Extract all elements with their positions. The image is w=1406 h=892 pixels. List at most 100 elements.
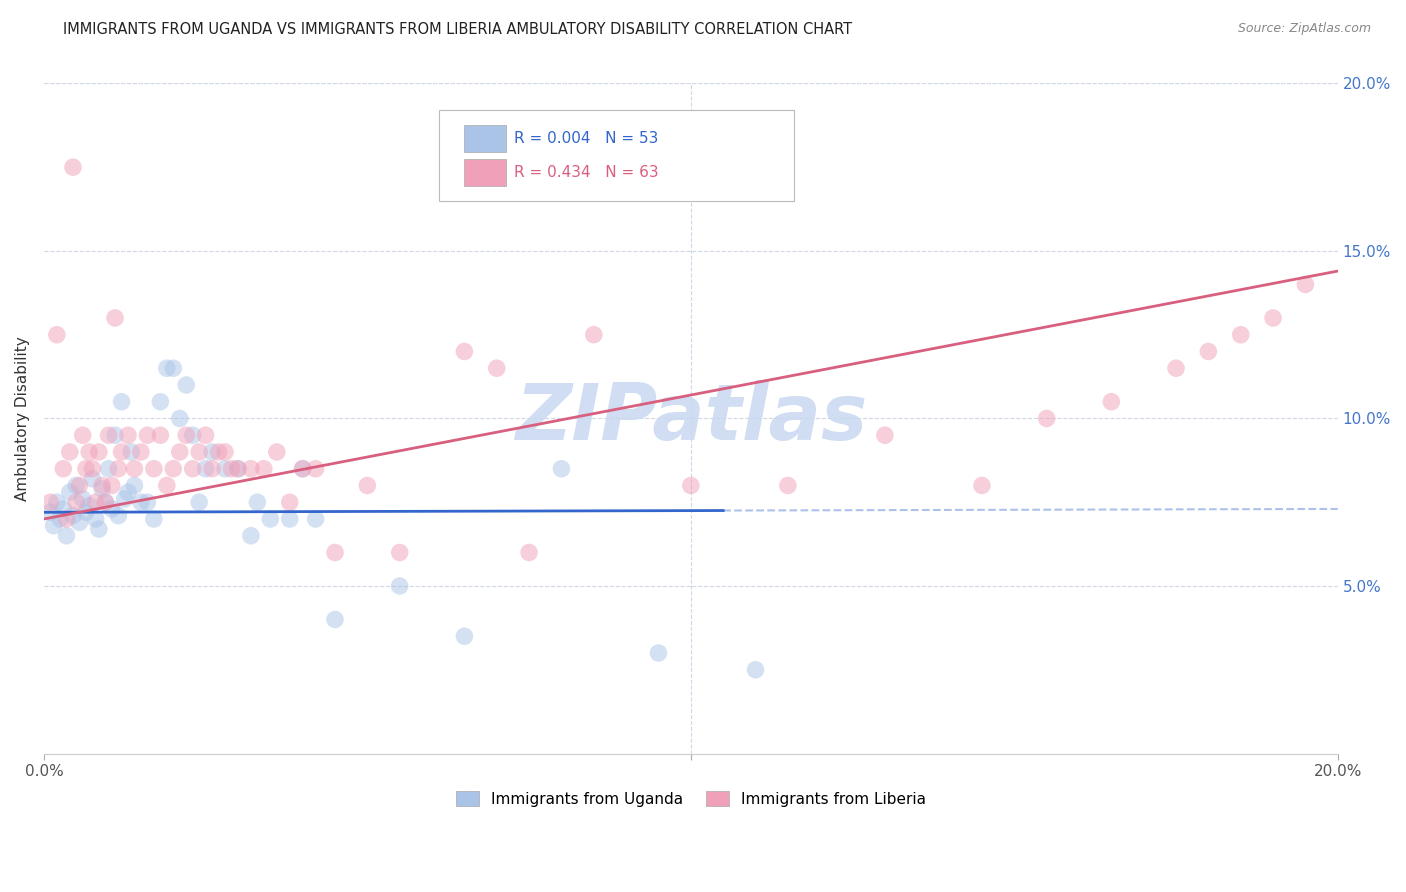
Point (142, 512, 165, 526)
Point (188, 445, 211, 459)
Point (65, 495, 87, 509)
Point (266, 445, 288, 459)
Point (84, 495, 107, 509)
Point (52, 502, 75, 516)
Point (120, 445, 142, 459)
Point (304, 512, 326, 526)
Point (69, 478, 91, 492)
FancyBboxPatch shape (464, 125, 506, 152)
Point (75, 505, 97, 519)
Point (142, 461, 165, 475)
Point (39, 505, 62, 519)
Point (124, 478, 146, 492)
Point (278, 495, 301, 509)
Point (194, 428, 217, 442)
Point (117, 485, 139, 500)
Point (169, 445, 191, 459)
Point (114, 491, 136, 506)
Text: Source: ZipAtlas.com: Source: ZipAtlas.com (1237, 22, 1371, 36)
Point (77, 445, 100, 459)
Point (1197, 344, 1219, 359)
Point (82, 472, 104, 486)
Text: R = 0.434   N = 63: R = 0.434 N = 63 (513, 165, 658, 180)
Point (49, 512, 72, 526)
Point (156, 478, 179, 492)
Point (169, 411, 191, 425)
Point (1261, 310, 1284, 325)
Point (45, 327, 67, 342)
Point (388, 579, 411, 593)
Point (149, 394, 172, 409)
Y-axis label: Ambulatory Disability: Ambulatory Disability (15, 336, 30, 500)
Point (239, 529, 262, 543)
Point (226, 461, 249, 475)
Point (278, 512, 301, 526)
FancyBboxPatch shape (439, 111, 794, 201)
Point (156, 361, 179, 376)
Point (107, 461, 129, 475)
Point (174, 428, 197, 442)
Point (136, 495, 159, 509)
Point (214, 445, 236, 459)
Point (59, 485, 82, 500)
Point (485, 361, 508, 376)
Point (291, 461, 314, 475)
Point (453, 344, 475, 359)
Point (62, 508, 84, 523)
Point (77, 499, 100, 513)
Point (75, 461, 97, 475)
Point (1099, 394, 1122, 409)
Point (1294, 277, 1316, 292)
Legend: Immigrants from Uganda, Immigrants from Liberia: Immigrants from Uganda, Immigrants from … (450, 785, 932, 813)
Point (82, 461, 104, 475)
Point (42, 518, 65, 533)
Point (65, 478, 87, 492)
Point (101, 478, 124, 492)
Point (55, 529, 77, 543)
Point (52, 461, 75, 475)
Point (323, 545, 346, 559)
Point (323, 613, 346, 627)
Point (582, 327, 605, 342)
Point (679, 478, 702, 492)
Point (91, 478, 114, 492)
Point (1229, 327, 1251, 342)
Point (84, 512, 107, 526)
Point (1164, 361, 1187, 376)
Point (201, 445, 224, 459)
Point (136, 428, 159, 442)
Point (62, 160, 84, 174)
Point (91, 482, 114, 496)
Point (110, 394, 132, 409)
Point (94, 495, 117, 509)
Point (59, 445, 82, 459)
Point (72, 491, 94, 506)
Point (55, 512, 77, 526)
Point (744, 663, 766, 677)
Point (207, 445, 229, 459)
Point (873, 428, 896, 442)
Point (181, 461, 204, 475)
Point (97, 428, 120, 442)
Point (39, 495, 62, 509)
Point (970, 478, 993, 492)
Point (453, 629, 475, 643)
Point (201, 461, 224, 475)
Text: R = 0.004   N = 53: R = 0.004 N = 53 (513, 131, 658, 146)
Point (253, 461, 276, 475)
Point (104, 310, 127, 325)
Point (214, 461, 236, 475)
Point (550, 461, 572, 475)
Point (124, 461, 146, 475)
Point (129, 495, 152, 509)
Point (188, 495, 211, 509)
Point (117, 428, 139, 442)
Point (69, 516, 91, 530)
Text: ZIPatlas: ZIPatlas (515, 381, 868, 457)
Point (104, 428, 127, 442)
Point (388, 545, 411, 559)
Point (194, 461, 217, 475)
Point (246, 495, 269, 509)
FancyBboxPatch shape (464, 159, 506, 186)
Point (226, 461, 249, 475)
